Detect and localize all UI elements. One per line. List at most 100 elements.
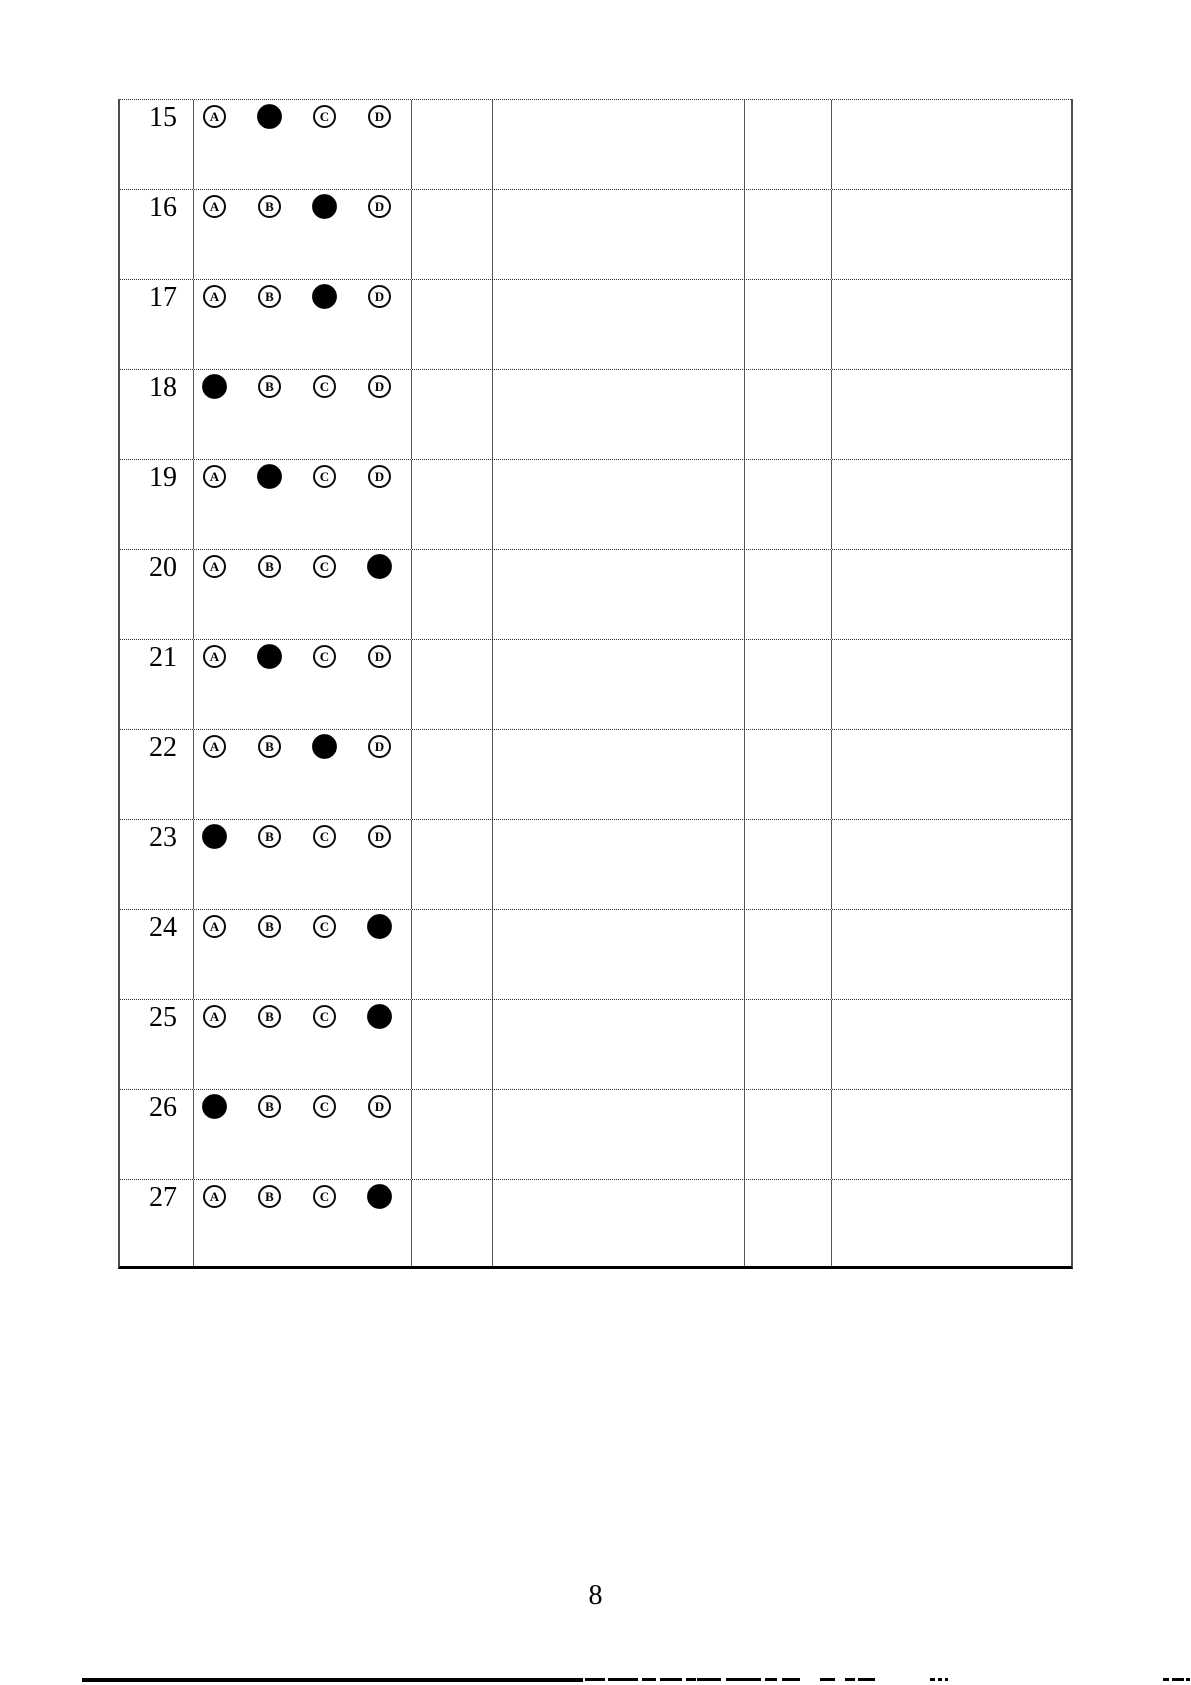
empty-cell [832,190,1071,279]
answer-bubble: B [258,915,281,938]
empty-cell [832,550,1071,639]
question-number: 22 [120,730,194,819]
table-row: 15 A B C D [120,99,1071,189]
answer-bubble: B [258,195,281,218]
table-row: 20 A B C D [120,549,1071,639]
answer-options-cell: A B C D [194,640,412,729]
empty-cell [493,190,745,279]
cut-text-fragment [585,1678,605,1681]
empty-cell [412,190,493,279]
cut-text-fragment [820,1678,835,1681]
empty-cell [412,910,493,999]
answer-bubble: D [368,285,391,308]
question-number: 19 [120,460,194,549]
empty-cell [412,550,493,639]
cut-text-fragment [1163,1678,1169,1681]
answer-options-cell: A B C D [194,190,412,279]
empty-cell [745,1000,832,1089]
answer-bubble: A [203,1185,226,1208]
answer-options-cell: A B C D [194,460,412,549]
empty-cell [832,730,1071,819]
answer-bubble-selected: C [312,194,337,219]
cut-text-fragment [945,1678,948,1681]
answer-bubble: A [203,195,226,218]
empty-cell [493,1090,745,1179]
answer-bubble-selected: A [202,374,227,399]
page-number: 8 [588,1580,603,1611]
answer-bubble-selected: B [257,644,282,669]
empty-cell [832,280,1071,369]
answer-bubble: D [368,375,391,398]
answer-bubble: C [313,1005,336,1028]
answer-bubble: A [203,285,226,308]
answer-bubble: A [203,105,226,128]
answer-bubble: C [313,105,336,128]
table-row: 18 A B C D [120,369,1071,459]
empty-cell [832,1180,1071,1266]
question-number: 17 [120,280,194,369]
empty-cell [832,100,1071,189]
empty-cell [745,190,832,279]
cut-text-fragment [765,1678,777,1681]
answer-options-cell: A B C D [194,730,412,819]
answer-options-cell: A B C D [194,280,412,369]
answer-bubble-selected: D [367,1004,392,1029]
empty-cell [745,1090,832,1179]
answer-bubble-selected: B [257,464,282,489]
answer-bubble: B [258,1005,281,1028]
table-row: 21 A B C D [120,639,1071,729]
cut-text-fragment [608,1678,638,1681]
empty-cell [493,1000,745,1089]
empty-cell [832,1090,1071,1179]
table-row: 19 A B C D [120,459,1071,549]
question-number: 21 [120,640,194,729]
answer-bubble-selected: B [257,104,282,129]
answer-bubble: B [258,285,281,308]
cut-text-fragment [686,1678,696,1681]
cut-text-fragment [858,1678,875,1681]
question-number: 20 [120,550,194,639]
empty-cell [745,460,832,549]
answer-bubble: C [313,375,336,398]
answer-options-cell: A B C D [194,370,412,459]
empty-cell [745,730,832,819]
answer-options-cell: A B C D [194,1090,412,1179]
answer-bubble: B [258,1185,281,1208]
answer-bubble: A [203,465,226,488]
question-number: 26 [120,1090,194,1179]
answer-options-cell: A B C D [194,910,412,999]
empty-cell [745,1180,832,1266]
answer-bubble-selected: D [367,1184,392,1209]
answer-bubble: C [313,825,336,848]
answer-bubble: C [313,465,336,488]
empty-cell [412,1180,493,1266]
cut-text-fragment [642,1678,656,1681]
cut-text-fragment [1172,1678,1184,1681]
empty-cell [745,100,832,189]
answer-bubble: A [203,645,226,668]
empty-cell [832,640,1071,729]
table-row: 22 A B C D [120,729,1071,819]
answer-bubble: D [368,825,391,848]
empty-cell [745,550,832,639]
answer-bubble: B [258,555,281,578]
empty-cell [745,640,832,729]
empty-cell [832,910,1071,999]
answer-bubble: B [258,735,281,758]
answer-bubble: D [368,105,391,128]
answer-bubble: D [368,195,391,218]
empty-cell [745,910,832,999]
answer-options-cell: A B C D [194,820,412,909]
empty-cell [832,820,1071,909]
answer-bubble: D [368,645,391,668]
question-number: 24 [120,910,194,999]
empty-cell [493,460,745,549]
empty-cell [493,280,745,369]
table-row: 25 A B C D [120,999,1071,1089]
empty-cell [745,820,832,909]
empty-cell [412,460,493,549]
cut-text-fragment [697,1678,721,1681]
cut-text-fragment [938,1678,942,1681]
answer-bubble: C [313,1095,336,1118]
